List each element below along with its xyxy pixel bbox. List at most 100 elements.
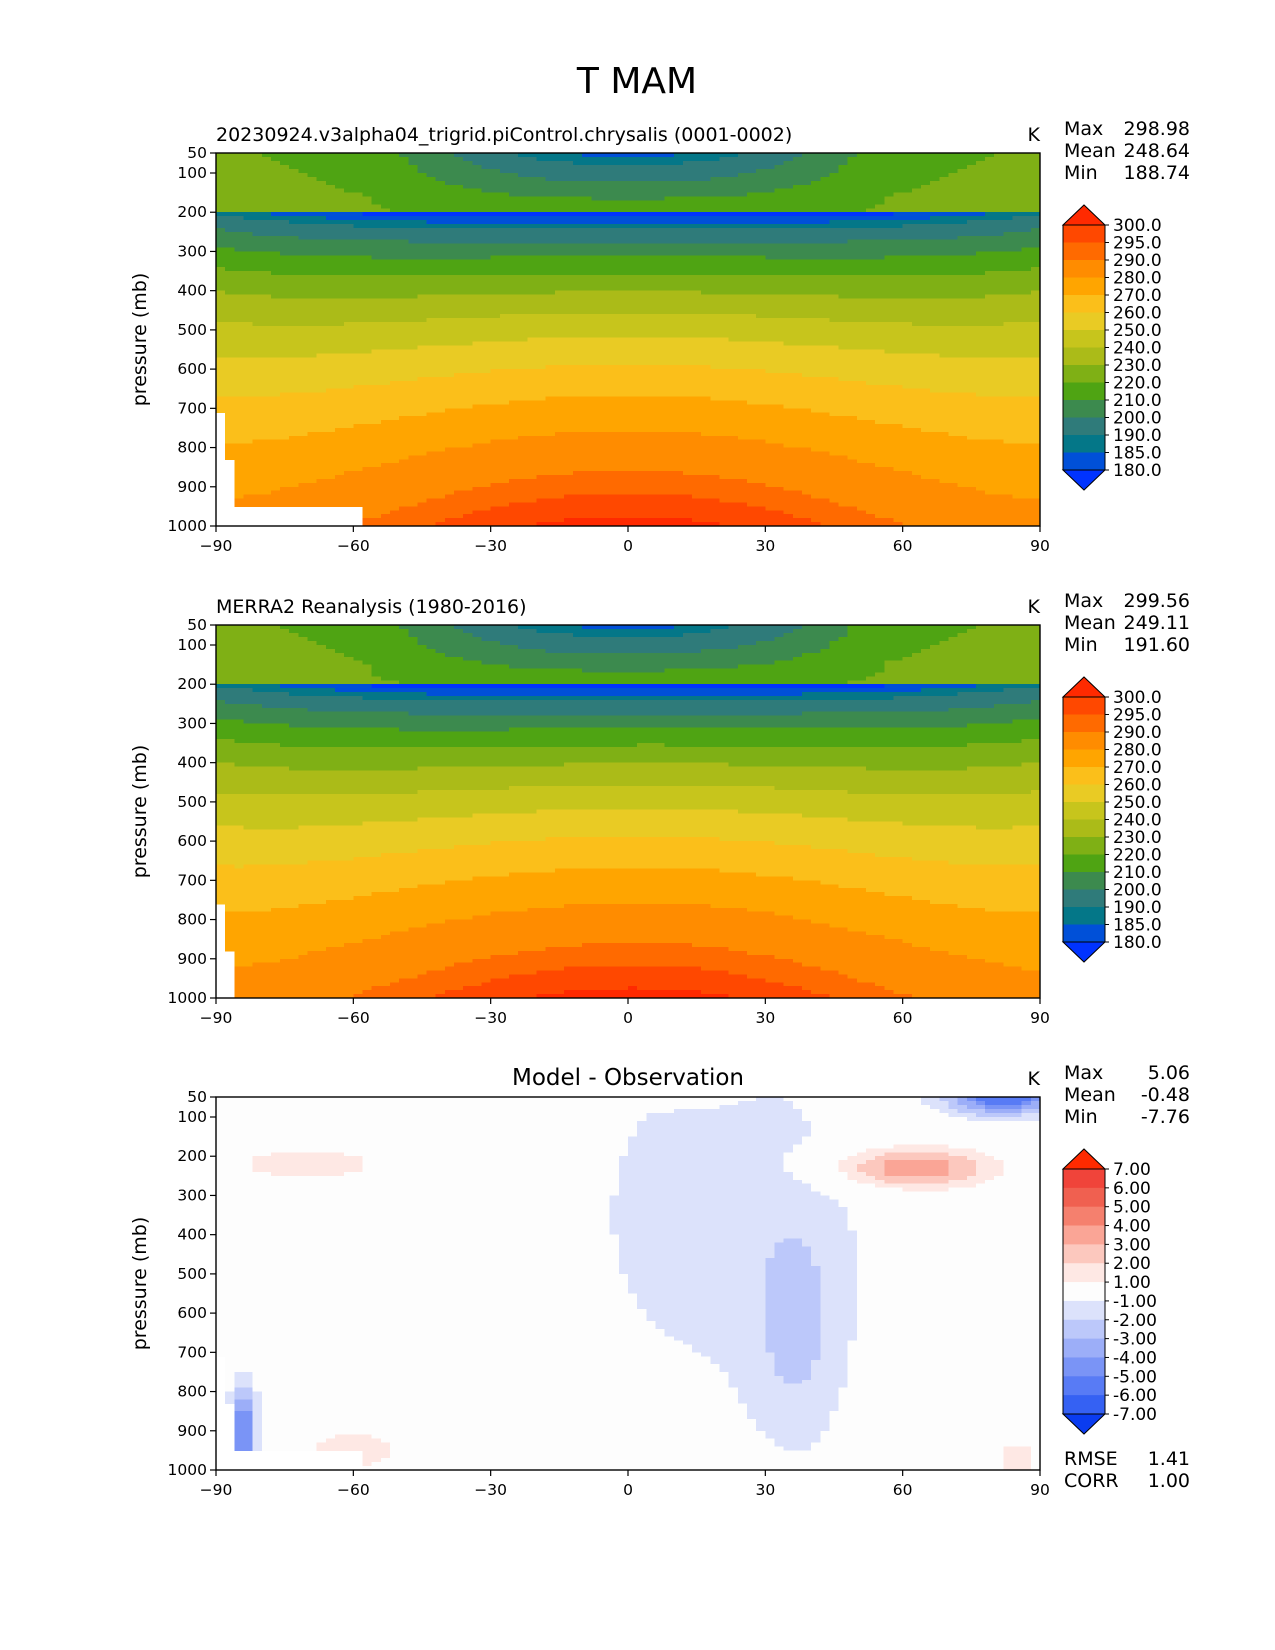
field-cell	[307, 357, 318, 362]
field-cell	[573, 365, 583, 370]
field-cell	[518, 212, 528, 217]
field-cell	[545, 522, 556, 527]
field-cell	[335, 310, 345, 315]
field-cell	[600, 463, 611, 468]
field-cell	[545, 451, 556, 456]
field-cell	[481, 400, 492, 406]
field-cell	[216, 396, 226, 402]
field-cell	[435, 459, 446, 464]
field-cell	[234, 420, 245, 425]
field-cell	[637, 173, 647, 178]
field-cell	[463, 498, 473, 504]
field-cell	[454, 361, 464, 366]
field-cell	[591, 227, 602, 233]
field-cell	[655, 180, 666, 186]
field-cell	[637, 467, 647, 472]
field-cell	[399, 510, 409, 515]
field-cell	[600, 220, 611, 225]
field-cell	[545, 435, 556, 441]
field-cell	[335, 322, 345, 327]
field-cell	[325, 267, 336, 272]
field-cell	[646, 333, 657, 339]
field-cell	[307, 231, 318, 237]
field-cell	[261, 216, 272, 221]
field-cell	[426, 478, 437, 484]
field-cell	[270, 290, 281, 296]
field-cell	[280, 396, 290, 402]
field-cell	[335, 420, 345, 425]
field-cell	[673, 192, 684, 198]
field-cell	[527, 216, 538, 221]
field-cell	[389, 467, 400, 472]
field-cell	[234, 239, 245, 245]
field-cell	[692, 161, 702, 166]
field-cell	[325, 278, 336, 284]
field-cell	[289, 200, 299, 205]
field-cell	[362, 478, 373, 484]
field-cell	[508, 427, 519, 433]
field-cell	[545, 231, 556, 237]
field-cell	[362, 259, 373, 264]
field-cell	[536, 408, 547, 413]
field-cell	[682, 302, 693, 307]
field-cell	[545, 294, 556, 300]
field-cell	[573, 161, 583, 166]
field-cell	[554, 173, 565, 178]
field-cell	[325, 271, 336, 276]
field-cell	[463, 274, 473, 280]
field-cell	[499, 506, 510, 511]
field-cell	[692, 482, 702, 488]
field-cell	[408, 259, 419, 264]
field-cell	[270, 223, 281, 229]
field-cell	[527, 251, 538, 256]
field-cell	[692, 478, 702, 484]
field-cell	[325, 259, 336, 264]
field-cell	[353, 235, 364, 241]
field-cell	[628, 294, 638, 300]
field-cell	[527, 353, 538, 358]
field-cell	[389, 365, 400, 370]
field-cell	[673, 451, 684, 456]
field-cell	[344, 282, 354, 288]
field-cell	[628, 220, 638, 225]
field-cell	[380, 412, 391, 417]
field-cell	[225, 251, 235, 256]
field-cell	[225, 333, 235, 339]
field-cell	[655, 431, 666, 437]
field-cell	[298, 490, 309, 496]
field-cell	[325, 455, 336, 460]
field-cell	[472, 349, 483, 355]
field-cell	[499, 482, 510, 488]
field-cell	[673, 388, 684, 394]
field-cell	[252, 424, 263, 429]
field-cell	[573, 318, 583, 323]
field-cell	[618, 420, 629, 425]
field-cell	[673, 408, 684, 413]
field-cell	[673, 212, 684, 217]
field-cell	[582, 325, 592, 331]
field-cell	[243, 392, 254, 398]
field-cell	[518, 274, 528, 280]
field-cell	[618, 208, 629, 213]
field-cell	[701, 153, 711, 158]
field-cell	[600, 282, 611, 288]
field-cell	[344, 502, 354, 507]
field-cell	[618, 486, 629, 492]
field-cell	[454, 455, 464, 460]
field-cell	[399, 412, 409, 417]
field-cell	[682, 494, 693, 500]
field-cell	[582, 169, 592, 174]
field-cell	[298, 306, 309, 311]
field-cell	[573, 176, 583, 182]
field-cell	[637, 212, 647, 217]
field-cell	[417, 251, 428, 256]
field-cell	[481, 161, 492, 166]
field-cell	[628, 212, 638, 217]
field-cell	[261, 220, 272, 225]
field-cell	[646, 263, 657, 268]
field-cell	[472, 294, 483, 300]
field-cell	[270, 490, 281, 496]
field-cell	[426, 514, 437, 519]
field-cell	[216, 357, 226, 362]
field-cell	[609, 376, 620, 382]
